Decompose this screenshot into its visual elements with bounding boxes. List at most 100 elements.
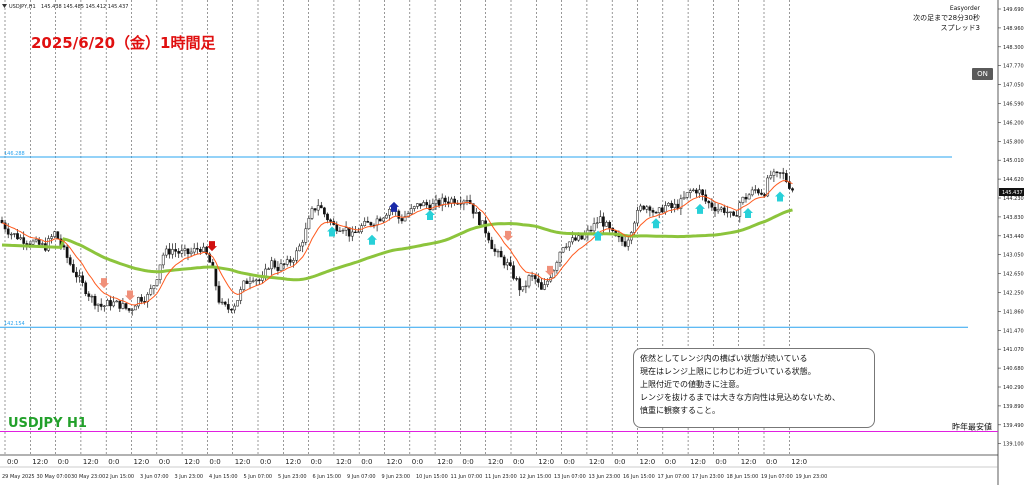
candle bbox=[478, 211, 481, 227]
candle bbox=[84, 280, 88, 297]
candle bbox=[648, 205, 652, 217]
candle bbox=[81, 271, 84, 287]
signal-arrows bbox=[99, 191, 785, 301]
candle bbox=[127, 308, 131, 313]
hour-tick-label: 0:0 bbox=[715, 458, 726, 466]
hour-tick-label: 12:0 bbox=[488, 458, 504, 466]
buy-arrow-icon bbox=[425, 210, 435, 221]
price-tick-label: 143.050 bbox=[1003, 253, 1024, 259]
candle bbox=[50, 233, 53, 244]
candle bbox=[775, 171, 779, 178]
candle bbox=[381, 217, 385, 224]
price-tick-label: 143.440 bbox=[1003, 234, 1024, 240]
hour-tick-label: 12:0 bbox=[336, 458, 352, 466]
header-ohlc: 145.438 145.485 145.412 145.437 bbox=[41, 4, 128, 10]
candle bbox=[543, 278, 546, 291]
candle bbox=[701, 188, 704, 201]
candle bbox=[753, 185, 757, 194]
horizontal-levels: 146.288 142.154 昨年最安値 bbox=[0, 151, 998, 433]
candle bbox=[595, 217, 599, 229]
sell-arrow-icon bbox=[503, 230, 513, 241]
candle bbox=[164, 245, 168, 258]
candle bbox=[791, 187, 794, 193]
sell-arrow-icon bbox=[99, 278, 109, 289]
candle bbox=[434, 194, 438, 210]
candle bbox=[202, 242, 205, 253]
candle bbox=[47, 235, 50, 252]
candle bbox=[363, 217, 367, 227]
candle bbox=[691, 188, 695, 192]
price-tick-label: 139.100 bbox=[1003, 442, 1024, 448]
candle bbox=[267, 267, 270, 270]
date-tick-label: 2 Jun 15:00 bbox=[106, 474, 135, 480]
candle bbox=[555, 260, 559, 274]
candle bbox=[688, 188, 692, 199]
candle bbox=[465, 195, 469, 206]
candle bbox=[168, 243, 171, 259]
candle bbox=[409, 203, 413, 215]
candle bbox=[155, 279, 159, 287]
candle bbox=[183, 244, 187, 257]
hour-tick-label: 0:0 bbox=[564, 458, 575, 466]
candle bbox=[68, 254, 72, 267]
ea-next-bar-timer: 次の足まで28分30秒 bbox=[913, 14, 980, 22]
candle bbox=[177, 248, 181, 258]
candle bbox=[419, 203, 422, 209]
candle bbox=[747, 193, 751, 200]
date-tick-label: 11 Jun 07:00 bbox=[451, 474, 483, 480]
date-tick-label: 17 Jun 23:00 bbox=[692, 474, 724, 480]
hour-tick-label: 0:0 bbox=[513, 458, 524, 466]
candle bbox=[645, 205, 649, 214]
candle bbox=[310, 206, 314, 220]
chart-date-title: 2025/6/20（金）1時間足 bbox=[31, 34, 216, 52]
candle bbox=[388, 207, 391, 221]
date-tick-label: 29 May 2025 bbox=[2, 474, 35, 480]
candle bbox=[639, 203, 642, 213]
candle bbox=[223, 300, 227, 307]
candle bbox=[385, 212, 388, 219]
candle bbox=[0, 216, 4, 224]
symbol-timeframe-label: USDJPY H1 bbox=[8, 416, 87, 431]
buy-arrow-icon bbox=[367, 234, 377, 245]
candle bbox=[744, 193, 748, 203]
candle bbox=[667, 202, 670, 207]
candle bbox=[298, 243, 301, 252]
date-tick-label: 13 Jun 07:00 bbox=[554, 474, 586, 480]
candle bbox=[598, 210, 602, 224]
header-triangle-icon bbox=[2, 4, 7, 8]
buy-arrow-icon bbox=[775, 191, 785, 202]
candle bbox=[9, 232, 13, 240]
hour-tick-label: 12:0 bbox=[589, 458, 605, 466]
candle bbox=[257, 278, 261, 285]
candle bbox=[580, 235, 584, 240]
candle bbox=[3, 219, 7, 233]
candle bbox=[140, 294, 143, 305]
hour-tick-label: 12:0 bbox=[32, 458, 48, 466]
candle bbox=[230, 308, 233, 314]
hour-tick-label: 0:0 bbox=[311, 458, 322, 466]
candle bbox=[741, 196, 745, 205]
vertical-grid bbox=[0, 0, 999, 485]
candle bbox=[602, 212, 605, 233]
hour-tick-label: 12:0 bbox=[387, 458, 403, 466]
candle bbox=[109, 295, 112, 311]
slow-ma-line bbox=[1, 208, 793, 282]
candle bbox=[521, 286, 525, 292]
candle bbox=[285, 255, 289, 267]
fast-ma-line bbox=[1, 180, 793, 306]
candle bbox=[447, 196, 450, 208]
candle bbox=[133, 304, 137, 311]
hour-tick-label: 0:0 bbox=[665, 458, 676, 466]
ea-on-button[interactable]: ON bbox=[972, 68, 993, 80]
candle bbox=[496, 249, 500, 258]
note-line-2: 現在はレンジ上限にじわじわ近づいている状態。 bbox=[640, 367, 816, 376]
candle bbox=[490, 236, 494, 250]
candle bbox=[78, 269, 81, 283]
candle bbox=[313, 208, 317, 213]
level-label: 142.154 bbox=[4, 321, 25, 327]
candle bbox=[53, 230, 57, 239]
hour-tick-label: 0:0 bbox=[766, 458, 777, 466]
candle bbox=[474, 207, 478, 214]
candle bbox=[729, 211, 732, 218]
candle bbox=[180, 244, 184, 257]
